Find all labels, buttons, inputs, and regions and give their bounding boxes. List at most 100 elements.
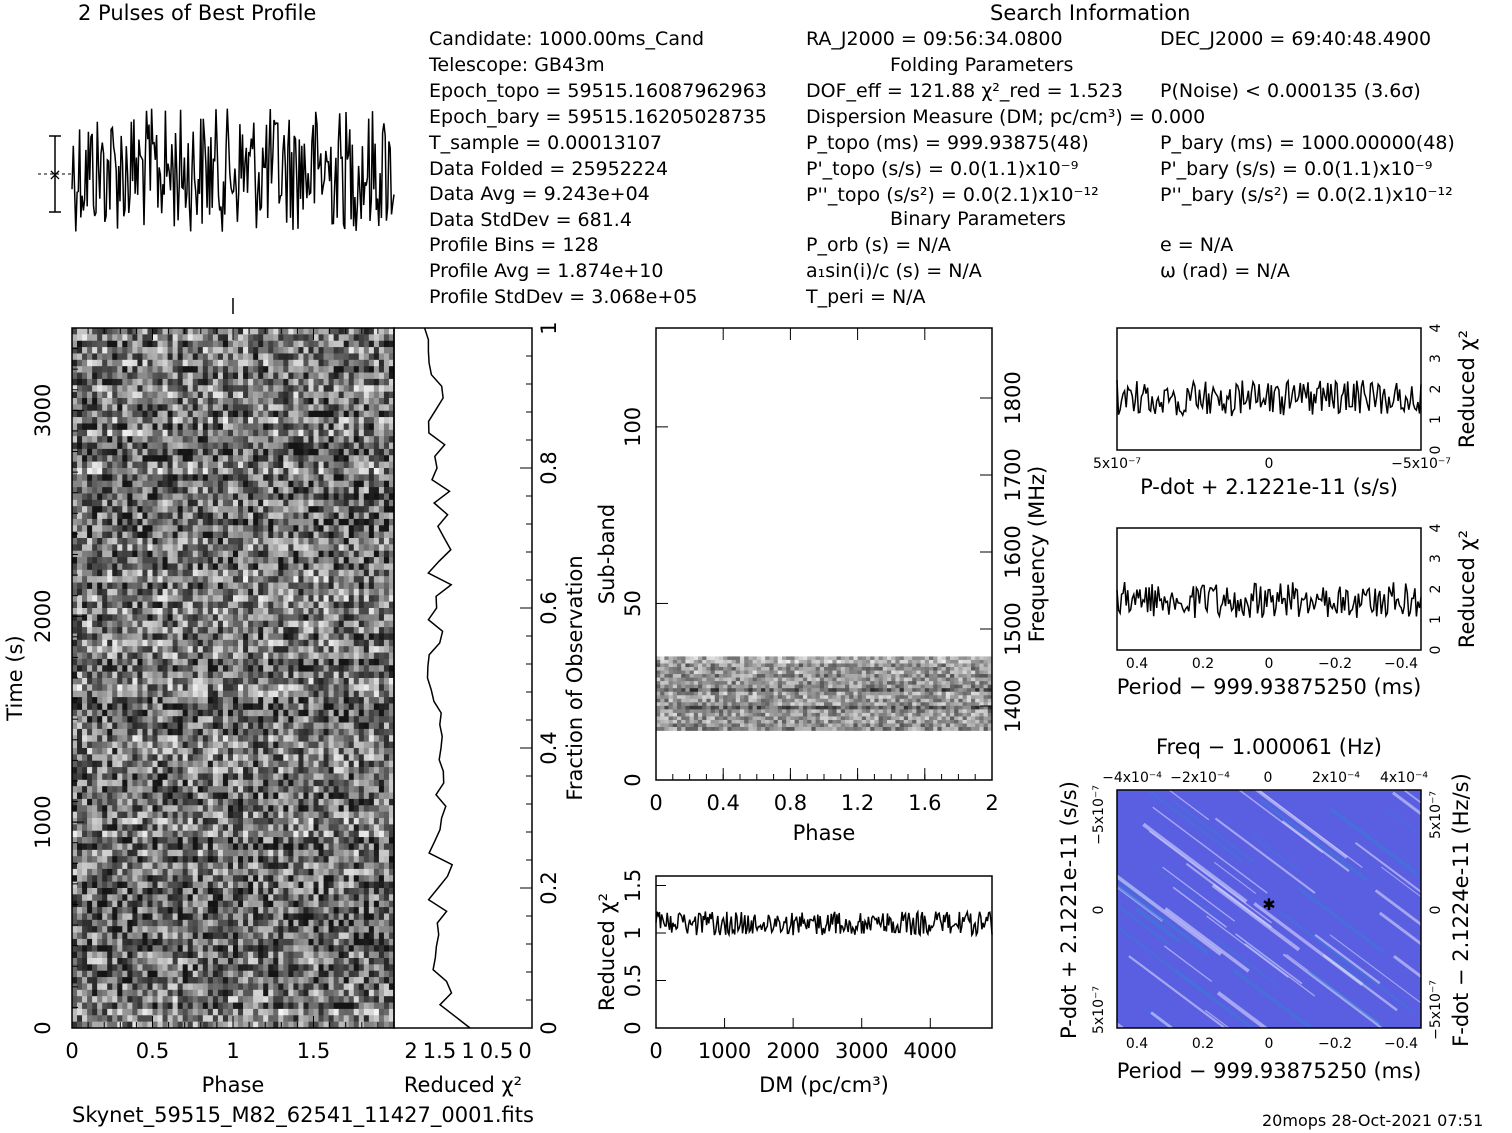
tp-cell <box>338 760 344 768</box>
tp-cell <box>167 760 173 768</box>
tp-cell <box>92 328 98 335</box>
tp-cell <box>72 448 78 456</box>
tp-cell <box>313 359 319 367</box>
tp-cell <box>383 366 390 373</box>
info-line: ω (rad) = N/A <box>1160 260 1290 282</box>
tp-cell <box>378 347 385 354</box>
tp-cell <box>303 805 309 812</box>
tp-cell <box>248 748 254 755</box>
tp-cell <box>328 461 334 469</box>
tp-cell <box>333 563 339 571</box>
tp-cell <box>197 773 204 781</box>
tp-cell <box>273 385 279 392</box>
tp-cell <box>303 576 309 583</box>
tp-cell <box>283 773 289 781</box>
tp-cell <box>142 773 148 781</box>
tp-cell <box>167 576 173 583</box>
tp-cell <box>263 671 269 679</box>
tp-cell <box>353 620 360 628</box>
tp-cell <box>147 436 153 443</box>
tp-cell <box>263 474 269 482</box>
tp-cell <box>303 792 309 800</box>
tp-cell <box>368 442 375 450</box>
tp-cell <box>107 340 113 348</box>
tp-cell <box>82 455 88 462</box>
tp-cell <box>217 767 224 774</box>
tp-cell <box>152 385 158 392</box>
tp-cell <box>348 652 355 660</box>
tp-cell <box>358 728 365 736</box>
tp-cell <box>162 722 168 730</box>
tp-cell <box>338 557 344 564</box>
tp-cell <box>192 646 199 653</box>
tp-cell <box>157 671 163 679</box>
tp-cell <box>233 487 239 494</box>
tp-cell <box>358 709 365 717</box>
tp-cell <box>157 385 163 392</box>
tp-cell <box>212 347 219 354</box>
tp-cell <box>207 576 214 583</box>
tp-cell <box>192 372 199 380</box>
tp-cell <box>162 754 168 762</box>
tp-cell <box>127 595 133 602</box>
tp-cell <box>343 538 350 545</box>
tp-cell <box>222 576 229 583</box>
tp-cell <box>368 391 375 399</box>
tp-cell <box>268 525 274 532</box>
tp-cell <box>333 805 339 812</box>
tp-cell <box>333 601 339 609</box>
tp-cell <box>207 417 214 424</box>
tp-cell <box>172 391 178 399</box>
tp-cell <box>172 359 178 367</box>
tp-cell <box>187 468 194 475</box>
tp-cell <box>358 544 365 552</box>
tp-cell <box>197 614 204 622</box>
tp-cell <box>92 404 98 412</box>
tp-cell <box>388 646 394 653</box>
tp-cell <box>102 620 108 628</box>
tp-cell <box>268 487 274 494</box>
tp-cell <box>373 474 380 482</box>
tp-cell <box>343 328 350 335</box>
tp-cell <box>122 461 128 469</box>
tp-cell <box>368 690 375 698</box>
tp-cell <box>278 697 284 704</box>
tp-cell <box>278 557 284 564</box>
tp-cell <box>97 633 103 641</box>
tp-cell <box>258 404 264 412</box>
tp-cell <box>212 410 219 418</box>
tp-cell <box>263 709 269 717</box>
tp-cell <box>97 697 103 704</box>
tp-cell <box>238 633 244 641</box>
tp-cell <box>162 391 168 399</box>
tp-cell <box>323 340 329 348</box>
tp-cell <box>197 468 204 475</box>
tp-cell <box>112 385 118 392</box>
tp-cell <box>283 378 289 386</box>
tp-cell <box>233 378 239 386</box>
tp-cell <box>167 372 173 380</box>
tp-cell <box>298 792 304 800</box>
tp-cell <box>92 340 98 348</box>
tp-cell <box>258 767 264 774</box>
tp-cell <box>268 328 274 335</box>
tp-cell <box>308 595 314 602</box>
tp-cell <box>238 480 244 488</box>
tp-cell <box>107 499 113 507</box>
tp-cell <box>258 499 264 507</box>
tp-cell <box>328 608 334 615</box>
tp-cell <box>378 569 385 577</box>
tp-cell <box>263 658 269 666</box>
tp-cell <box>152 760 158 768</box>
tp-cell <box>233 347 239 354</box>
tp-cell <box>298 716 304 723</box>
tp-cell <box>132 410 138 418</box>
tp-cell <box>112 792 118 800</box>
tp-cell <box>313 442 319 450</box>
tp-cell <box>227 474 234 482</box>
tp-cell <box>87 404 93 412</box>
tp-cell <box>97 728 103 736</box>
tp-cell <box>162 366 168 373</box>
tp-cell <box>323 671 329 679</box>
tp-cell <box>293 639 299 647</box>
